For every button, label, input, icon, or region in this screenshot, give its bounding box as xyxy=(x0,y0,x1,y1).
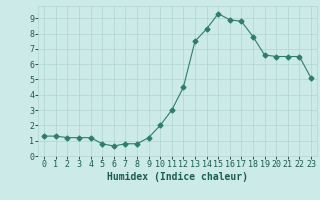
X-axis label: Humidex (Indice chaleur): Humidex (Indice chaleur) xyxy=(107,172,248,182)
